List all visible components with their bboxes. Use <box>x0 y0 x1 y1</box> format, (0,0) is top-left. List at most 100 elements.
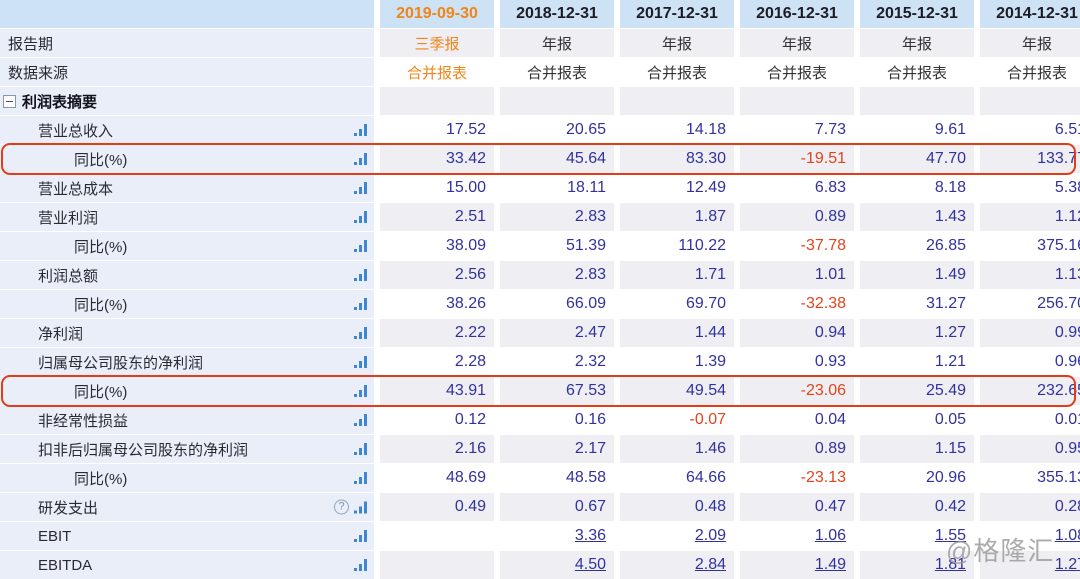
row-label-report-period: 报告期 <box>0 29 374 58</box>
section-empty-cell <box>620 87 734 116</box>
row-label-total-operating-cost: 营业总成本 <box>0 174 374 203</box>
value-cell-non-recurring-items-2015-12-31: 0.05 <box>860 406 974 435</box>
value-cell-total-revenue-2019-09-30: 17.52 <box>380 116 494 145</box>
row-label-net-profit: 净利润 <box>0 319 374 348</box>
value-cell-total-revenue-2018-12-31: 20.65 <box>500 116 614 145</box>
value-cell-total-operating-cost-2017-12-31: 12.49 <box>620 174 734 203</box>
value-cell-total-profit-yoy-2017-12-31: 69.70 <box>620 290 734 319</box>
question-icon[interactable]: ? <box>334 499 349 515</box>
bar-chart-icon[interactable] <box>353 326 369 340</box>
row-label-text: 同比(%) <box>74 383 128 401</box>
value-cell-total-profit-2015-12-31: 1.49 <box>860 261 974 290</box>
bar-chart-icon[interactable] <box>353 384 369 398</box>
row-label-text: 同比(%) <box>74 470 128 488</box>
meta-cell-data-source: 合并报表 <box>740 58 854 87</box>
bar-chart-icon[interactable] <box>353 239 369 253</box>
value-cell-rd-expense-2016-12-31: 0.47 <box>740 493 854 522</box>
bar-chart-icon[interactable] <box>353 123 369 137</box>
value-cell-total-operating-cost-2014-12-31: 5.38 <box>980 174 1080 203</box>
value-cell-total-operating-cost-2019-09-30: 15.00 <box>380 174 494 203</box>
value-cell-total-revenue-2015-12-31: 9.61 <box>860 116 974 145</box>
row-label-text: EBITDA <box>38 556 93 574</box>
row-label-non-recurring-items: 非经常性损益 <box>0 406 374 435</box>
row-icons <box>353 326 369 340</box>
value-cell-ebit-2014-12-31[interactable]: 1.08 <box>980 522 1080 551</box>
row-label-total-revenue: 营业总收入 <box>0 116 374 145</box>
value-cell-net-profit-2016-12-31: 0.94 <box>740 319 854 348</box>
bar-chart-icon[interactable] <box>353 268 369 282</box>
table-corner-cell <box>0 0 374 29</box>
value-cell-ebit-2015-12-31[interactable]: 1.55 <box>860 522 974 551</box>
value-cell-net-profit-to-parent-yoy-2017-12-31: 49.54 <box>620 377 734 406</box>
row-icons <box>353 355 369 369</box>
value-cell-ebitda-2015-12-31[interactable]: 1.81 <box>860 551 974 579</box>
bar-chart-icon[interactable] <box>353 471 369 485</box>
value-cell-ebitda-2014-12-31[interactable]: 1.27 <box>980 551 1080 579</box>
section-header-income-statement[interactable]: 利润表摘要 <box>0 87 374 116</box>
value-cell-net-profit-2018-12-31: 2.47 <box>500 319 614 348</box>
row-label-ebit: EBIT <box>0 522 374 551</box>
value-cell-ebit-2018-12-31[interactable]: 3.36 <box>500 522 614 551</box>
row-label-text: 净利润 <box>38 325 84 343</box>
value-cell-net-profit-2019-09-30: 2.22 <box>380 319 494 348</box>
value-cell-deducted-net-profit-to-parent-2018-12-31: 2.17 <box>500 435 614 464</box>
value-cell-ebit-2017-12-31[interactable]: 2.09 <box>620 522 734 551</box>
value-cell-operating-profit-yoy-2017-12-31: 110.22 <box>620 232 734 261</box>
value-cell-ebit-2019-09-30 <box>380 522 494 551</box>
value-cell-ebitda-2018-12-31[interactable]: 4.50 <box>500 551 614 579</box>
value-cell-net-profit-to-parent-yoy-2019-09-30: 43.91 <box>380 377 494 406</box>
value-cell-ebitda-2019-09-30 <box>380 551 494 579</box>
value-cell-rd-expense-2019-09-30: 0.49 <box>380 493 494 522</box>
bar-chart-icon[interactable] <box>353 297 369 311</box>
bar-chart-icon[interactable] <box>353 558 369 572</box>
bar-chart-icon[interactable] <box>353 529 369 543</box>
row-label-text: 研发支出 <box>38 499 99 517</box>
value-cell-operating-profit-yoy-2016-12-31: -37.78 <box>740 232 854 261</box>
bar-chart-icon[interactable] <box>353 442 369 456</box>
value-cell-total-profit-2019-09-30: 2.56 <box>380 261 494 290</box>
value-cell-net-profit-to-parent-2018-12-31: 2.32 <box>500 348 614 377</box>
bar-chart-icon[interactable] <box>353 500 369 514</box>
row-label-revenue-yoy: 同比(%) <box>0 145 374 174</box>
meta-cell-data-source: 合并报表 <box>620 58 734 87</box>
bar-chart-icon[interactable] <box>353 152 369 166</box>
row-label-net-profit-to-parent-yoy: 同比(%) <box>0 377 374 406</box>
value-cell-operating-profit-yoy-2019-09-30: 38.09 <box>380 232 494 261</box>
row-label-text: 扣非后归属母公司股东的净利润 <box>38 441 249 459</box>
row-icons <box>353 413 369 427</box>
section-empty-cell <box>380 87 494 116</box>
row-label-ebitda: EBITDA <box>0 551 374 579</box>
meta-cell-data-source: 合并报表 <box>860 58 974 87</box>
bar-chart-icon[interactable] <box>353 355 369 369</box>
value-cell-net-profit-to-parent-yoy-2015-12-31: 25.49 <box>860 377 974 406</box>
bar-chart-icon[interactable] <box>353 181 369 195</box>
value-cell-ebit-2016-12-31[interactable]: 1.06 <box>740 522 854 551</box>
value-cell-net-profit-to-parent-2017-12-31: 1.39 <box>620 348 734 377</box>
value-cell-revenue-yoy-2015-12-31: 47.70 <box>860 145 974 174</box>
row-label-total-profit: 利润总额 <box>0 261 374 290</box>
row-icons <box>353 529 369 543</box>
value-cell-total-profit-2014-12-31: 1.13 <box>980 261 1080 290</box>
value-cell-ebitda-2016-12-31[interactable]: 1.49 <box>740 551 854 579</box>
value-cell-deducted-net-profit-to-parent-2017-12-31: 1.46 <box>620 435 734 464</box>
row-label-text: 营业利润 <box>38 209 99 227</box>
value-cell-ebitda-2017-12-31[interactable]: 2.84 <box>620 551 734 579</box>
bar-chart-icon[interactable] <box>353 413 369 427</box>
value-cell-deducted-net-profit-to-parent-2014-12-31: 0.95 <box>980 435 1080 464</box>
meta-cell-report-period: 年报 <box>500 29 614 58</box>
value-cell-rd-expense-2017-12-31: 0.48 <box>620 493 734 522</box>
value-cell-total-profit-yoy-2018-12-31: 66.09 <box>500 290 614 319</box>
value-cell-deducted-net-profit-yoy-2019-09-30: 48.69 <box>380 464 494 493</box>
row-icons <box>353 210 369 224</box>
bar-chart-icon[interactable] <box>353 210 369 224</box>
value-cell-revenue-yoy-2018-12-31: 45.64 <box>500 145 614 174</box>
collapse-icon[interactable] <box>3 94 16 108</box>
meta-cell-report-period: 年报 <box>620 29 734 58</box>
value-cell-net-profit-to-parent-2019-09-30: 2.28 <box>380 348 494 377</box>
row-icons <box>353 297 369 311</box>
row-label-deducted-net-profit-yoy: 同比(%) <box>0 464 374 493</box>
row-label-text: EBIT <box>38 527 72 545</box>
row-label-operating-profit-yoy: 同比(%) <box>0 232 374 261</box>
row-label-text: 同比(%) <box>74 238 128 256</box>
